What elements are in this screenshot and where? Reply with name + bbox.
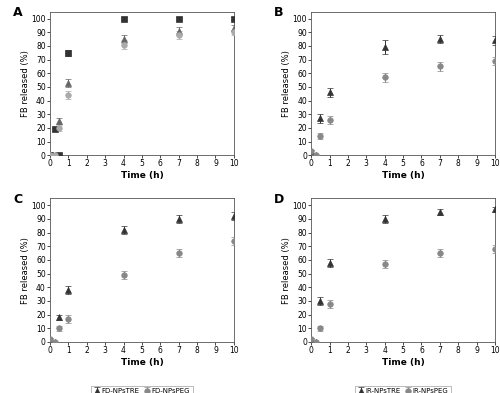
X-axis label: Time (h): Time (h): [120, 171, 164, 180]
X-axis label: Time (h): Time (h): [382, 358, 424, 367]
Text: C: C: [13, 193, 22, 206]
Text: A: A: [13, 6, 23, 19]
Legend: NPsTRE, NPsPEG: NPsTRE, NPsPEG: [364, 199, 442, 211]
Y-axis label: FB released (%): FB released (%): [21, 237, 30, 303]
X-axis label: Time (h): Time (h): [382, 171, 424, 180]
Y-axis label: FB released (%): FB released (%): [282, 237, 291, 303]
Text: B: B: [274, 6, 284, 19]
Legend: IR-NPsTRE, IR-NPsPEG: IR-NPsTRE, IR-NPsPEG: [355, 386, 451, 393]
Legend: FD-NPsTRE, FD-NPsPEG: FD-NPsTRE, FD-NPsPEG: [91, 386, 192, 393]
Legend: Free drug, F-A, F-B: Free drug, F-A, F-B: [96, 199, 188, 211]
X-axis label: Time (h): Time (h): [120, 358, 164, 367]
Y-axis label: FB released (%): FB released (%): [282, 50, 291, 117]
Text: D: D: [274, 193, 284, 206]
Y-axis label: FB released (%): FB released (%): [21, 50, 30, 117]
